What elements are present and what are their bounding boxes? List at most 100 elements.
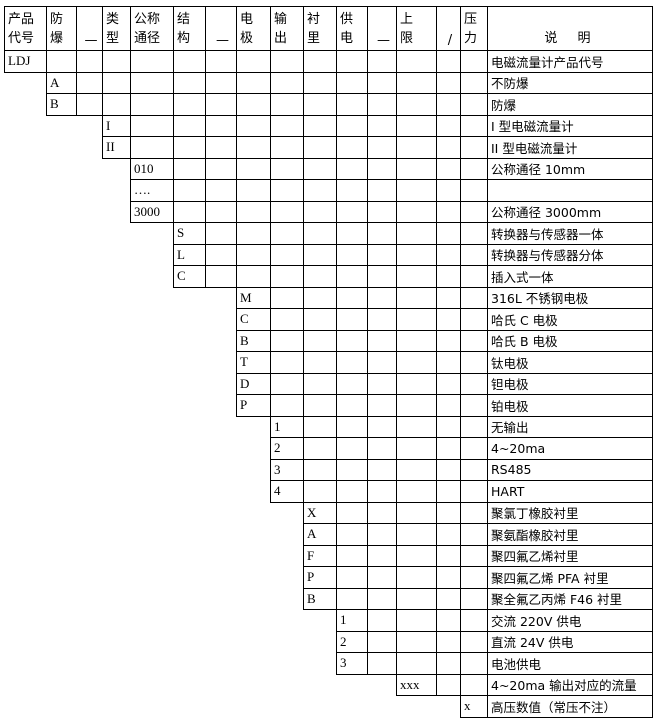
empty-cell	[460, 243, 488, 266]
empty-space	[271, 588, 304, 610]
empty-cell	[205, 243, 237, 266]
empty-cell	[436, 243, 461, 266]
empty-space	[206, 567, 237, 589]
empty-cell	[336, 179, 368, 202]
table-row: C 哈氏 C 电极	[5, 308, 653, 331]
description-cell: 316L 不锈钢电极	[487, 286, 653, 309]
empty-space	[337, 696, 368, 718]
empty-space	[77, 180, 103, 202]
empty-cell	[303, 50, 337, 73]
empty-cell	[336, 587, 368, 610]
empty-cell	[336, 458, 368, 481]
empty-space	[237, 481, 271, 503]
empty-cell	[436, 673, 461, 696]
code-cell: I	[102, 114, 131, 137]
empty-space	[237, 438, 271, 460]
empty-space	[131, 610, 174, 632]
table-row: M 316L 不锈钢电极	[5, 286, 653, 309]
empty-space	[47, 674, 77, 696]
empty-cell	[336, 544, 368, 567]
empty-space	[131, 502, 174, 524]
empty-cell	[303, 136, 337, 159]
empty-cell	[367, 630, 397, 653]
empty-cell	[367, 652, 397, 675]
empty-cell	[367, 415, 397, 438]
empty-cell	[205, 265, 237, 288]
empty-space	[5, 201, 47, 223]
code-cell: ….	[130, 179, 174, 202]
empty-cell	[396, 372, 437, 395]
empty-cell	[436, 566, 461, 589]
empty-space	[47, 631, 77, 653]
empty-cell	[436, 50, 461, 73]
table-row: 2 直流 24V 供电	[5, 630, 653, 653]
empty-space	[47, 438, 77, 460]
table-row: xxx 4~20ma 输出对应的流量	[5, 673, 653, 696]
empty-space	[131, 287, 174, 309]
empty-space	[237, 545, 271, 567]
empty-cell	[130, 93, 174, 116]
empty-cell	[396, 458, 437, 481]
table-row: C 插入式一体	[5, 265, 653, 288]
empty-cell	[367, 179, 397, 202]
empty-cell	[173, 71, 206, 94]
code-cell: P	[236, 394, 271, 417]
empty-cell	[303, 329, 337, 352]
empty-cell	[270, 50, 304, 73]
empty-space	[174, 373, 206, 395]
header-cell: /	[436, 6, 461, 51]
empty-cell	[436, 179, 461, 202]
empty-space	[5, 266, 47, 288]
empty-cell	[173, 114, 206, 137]
description-cell: 转换器与传感器分体	[487, 243, 653, 266]
empty-cell	[436, 630, 461, 653]
empty-cell	[436, 200, 461, 223]
empty-space	[5, 373, 47, 395]
code-cell: A	[46, 71, 77, 94]
empty-cell	[270, 222, 304, 245]
empty-space	[5, 72, 47, 94]
empty-space	[206, 674, 237, 696]
empty-space	[47, 309, 77, 331]
empty-space	[77, 502, 103, 524]
empty-cell	[173, 93, 206, 116]
empty-cell	[367, 587, 397, 610]
empty-cell	[396, 501, 437, 524]
code-cell: II	[102, 136, 131, 159]
empty-cell	[396, 93, 437, 116]
empty-space	[77, 438, 103, 460]
empty-space	[77, 588, 103, 610]
empty-space	[47, 395, 77, 417]
empty-space	[237, 696, 271, 718]
code-cell: 1	[270, 415, 304, 438]
description-cell: HART	[487, 480, 653, 503]
empty-space	[77, 545, 103, 567]
description-cell: 高压数值（常压不注）	[487, 695, 653, 718]
empty-space	[103, 674, 131, 696]
empty-space	[5, 610, 47, 632]
empty-space	[103, 373, 131, 395]
empty-space	[206, 524, 237, 546]
empty-space	[131, 373, 174, 395]
empty-cell	[436, 437, 461, 460]
empty-space	[5, 524, 47, 546]
empty-cell	[367, 222, 397, 245]
empty-cell	[396, 200, 437, 223]
empty-space	[5, 631, 47, 653]
empty-cell	[460, 523, 488, 546]
empty-cell	[460, 93, 488, 116]
empty-space	[131, 416, 174, 438]
empty-space	[47, 373, 77, 395]
empty-space	[237, 588, 271, 610]
empty-space	[271, 545, 304, 567]
empty-space	[337, 674, 368, 696]
empty-cell	[236, 200, 271, 223]
empty-cell	[460, 480, 488, 503]
empty-cell	[270, 286, 304, 309]
empty-cell	[336, 566, 368, 589]
code-cell: F	[303, 544, 337, 567]
empty-space	[103, 416, 131, 438]
description-cell: 钽电极	[487, 372, 653, 395]
empty-space	[5, 180, 47, 202]
empty-space	[5, 94, 47, 116]
